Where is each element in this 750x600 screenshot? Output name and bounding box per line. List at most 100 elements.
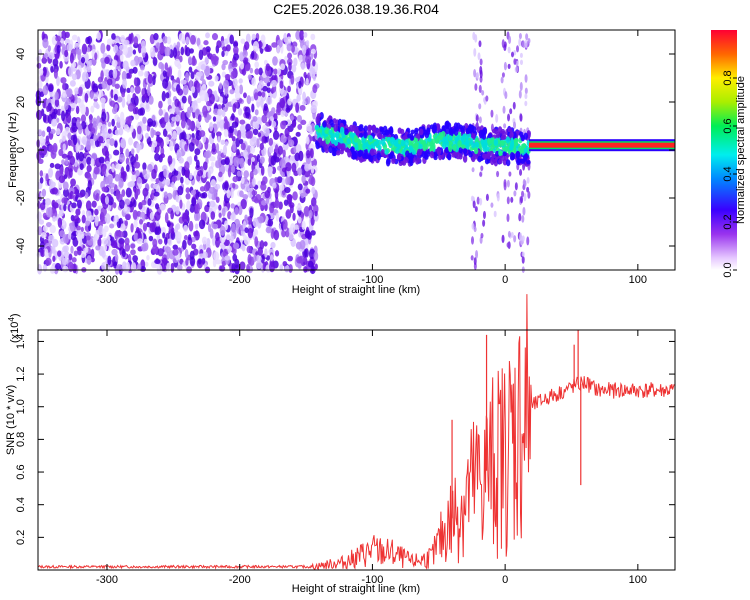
snr-y-tick-label: 0.2 xyxy=(15,530,27,545)
spectrogram-cell xyxy=(189,34,196,45)
spectrogram-cell xyxy=(42,212,47,219)
spectrogram-cell xyxy=(80,233,85,239)
spectrogram-cell xyxy=(279,97,286,109)
spectrogram-cell xyxy=(38,49,43,56)
spectrogram-cell xyxy=(162,128,168,137)
spectrogram-cell xyxy=(346,138,351,145)
spectrogram-cell xyxy=(380,148,386,158)
spectrogram-cell xyxy=(41,130,46,138)
spectrogram-cell xyxy=(49,224,56,234)
spectrogram-cell xyxy=(297,124,303,131)
spectrogram-cell xyxy=(78,86,83,95)
spectrogram-cell xyxy=(188,142,195,152)
spectrogram-cell xyxy=(177,88,184,96)
spectrogram-cell xyxy=(231,263,236,274)
spectrogram-cell xyxy=(448,135,453,142)
spectrogram-cell xyxy=(503,179,507,188)
spectrogram-cell xyxy=(277,145,284,156)
spectrogram-cell xyxy=(153,33,159,41)
spectrogram-cell xyxy=(471,222,475,230)
snr-x-tick-label: 0 xyxy=(502,574,508,586)
spectrogram-cell xyxy=(64,49,69,58)
spectrogram-cell xyxy=(64,38,71,45)
spectrogram-cell xyxy=(109,138,115,147)
spectrogram-cell xyxy=(524,100,528,107)
spectrogram-x-tick-label: 100 xyxy=(629,274,647,286)
spectrogram-cell xyxy=(154,226,162,236)
spectrogram-cell xyxy=(284,187,291,194)
spectrogram-cell xyxy=(66,43,73,52)
spectrogram-cell xyxy=(332,148,338,157)
spectrogram-cell xyxy=(37,226,43,236)
spectrogram-cell xyxy=(223,220,229,231)
spectrogram-cell xyxy=(141,243,147,252)
spectrogram-cell xyxy=(155,131,161,137)
spectrogram-cell xyxy=(506,196,510,205)
spectrogram-cell xyxy=(180,110,186,122)
spectrogram-cell xyxy=(201,83,207,95)
spectrogram-cell xyxy=(54,98,60,108)
spectrogram-cell xyxy=(96,32,102,41)
spectrogram-cell xyxy=(42,38,49,49)
spectrogram-cell xyxy=(296,94,301,102)
spectrogram-cell xyxy=(130,262,137,273)
spectrogram-cell xyxy=(496,193,500,202)
spectrogram-cell xyxy=(154,153,160,162)
spectrogram-cell xyxy=(303,205,310,217)
spectrogram-cell xyxy=(513,140,519,147)
spectrogram-cell xyxy=(495,113,499,123)
spectrogram-cell xyxy=(71,61,77,68)
spectrogram-cell xyxy=(130,223,134,233)
spectrogram-cell xyxy=(474,83,478,91)
spectrogram-cell xyxy=(303,71,307,79)
spectrogram-cell xyxy=(466,132,472,140)
spectrogram-cell xyxy=(239,84,244,95)
spectrogram-cell xyxy=(152,57,158,66)
spectrogram-cell xyxy=(204,56,209,65)
spectrogram-cell xyxy=(118,153,125,163)
spectrogram-cell xyxy=(147,198,152,206)
spectrogram-cell xyxy=(487,133,493,139)
spectrogram-cell xyxy=(475,114,479,123)
spectrogram-cell xyxy=(165,92,170,99)
colorbar-tick-label: 0.8 xyxy=(722,70,734,85)
spectrogram-cell xyxy=(282,260,288,267)
spectrogram-cell xyxy=(152,244,158,254)
spectrogram-cell xyxy=(159,203,166,211)
spectrogram-cell xyxy=(288,233,294,241)
spectrogram-cell xyxy=(160,138,164,149)
spectrogram-cell xyxy=(83,65,87,72)
spectrogram-cell xyxy=(119,199,125,209)
spectrogram-cell xyxy=(114,173,120,182)
spectrogram-cell xyxy=(252,115,258,122)
spectrogram-cell xyxy=(218,212,222,218)
spectrogram-cell xyxy=(227,166,232,178)
spectrogram-cell xyxy=(181,166,186,177)
spectrogram-cell xyxy=(95,245,101,251)
spectrogram-cell xyxy=(93,134,98,142)
spectrogram-cell xyxy=(523,147,529,153)
spectrogram-cell xyxy=(399,128,405,135)
spectrogram-cell xyxy=(416,156,421,163)
spectrogram-cell xyxy=(230,235,235,242)
spectrogram-cell xyxy=(308,209,313,219)
spectrogram-cell xyxy=(155,203,160,210)
spectrogram-cell xyxy=(184,161,190,171)
spectrogram-cell xyxy=(314,124,319,130)
spectrogram-cell xyxy=(54,91,59,101)
spectrogram-cell xyxy=(288,199,292,207)
spectrogram-cell xyxy=(288,139,295,147)
spectrogram-cell xyxy=(194,148,201,156)
spectrogram-cell xyxy=(134,85,141,94)
spectrogram-cell xyxy=(148,235,154,242)
spectrogram-cell xyxy=(39,202,46,211)
spectrogram-cell xyxy=(162,70,167,78)
spectrogram-cell xyxy=(305,136,310,145)
spectrogram-cell xyxy=(223,128,229,138)
spectrogram-cell xyxy=(85,200,92,211)
spectrogram-cell xyxy=(295,102,300,113)
spectrogram-cell xyxy=(71,34,78,41)
spectrogram-cell xyxy=(500,76,504,84)
spectrogram-cell xyxy=(287,52,293,60)
spectrogram-cell xyxy=(305,55,312,65)
